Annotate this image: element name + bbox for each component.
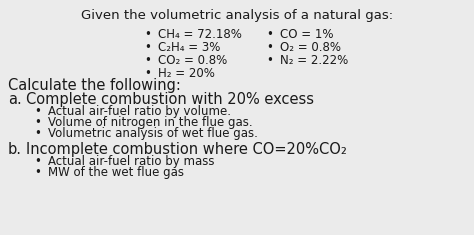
Text: a.: a.: [8, 92, 22, 107]
Text: •: •: [266, 28, 273, 41]
Text: Volumetric analysis of wet flue gas.: Volumetric analysis of wet flue gas.: [48, 127, 258, 140]
Text: •: •: [266, 41, 273, 54]
Text: •: •: [35, 127, 41, 140]
Text: •: •: [35, 155, 41, 168]
Text: Incomplete combustion where CO=20%CO₂: Incomplete combustion where CO=20%CO₂: [26, 142, 347, 157]
Text: CH₄ = 72.18%: CH₄ = 72.18%: [158, 28, 242, 41]
Text: Actual air-fuel ratio by mass: Actual air-fuel ratio by mass: [48, 155, 215, 168]
Text: •: •: [35, 166, 41, 179]
Text: •: •: [35, 105, 41, 118]
Text: •: •: [145, 28, 151, 41]
Text: •: •: [145, 41, 151, 54]
Text: N₂ = 2.22%: N₂ = 2.22%: [280, 54, 348, 67]
Text: Calculate the following:: Calculate the following:: [8, 78, 181, 93]
Text: Volume of nitrogen in the flue gas.: Volume of nitrogen in the flue gas.: [48, 116, 253, 129]
Text: CO₂ = 0.8%: CO₂ = 0.8%: [158, 54, 227, 67]
Text: O₂ = 0.8%: O₂ = 0.8%: [280, 41, 341, 54]
Text: Actual air-fuel ratio by volume.: Actual air-fuel ratio by volume.: [48, 105, 231, 118]
Text: b.: b.: [8, 142, 22, 157]
Text: •: •: [266, 54, 273, 67]
Text: Complete combustion with 20% excess: Complete combustion with 20% excess: [26, 92, 314, 107]
Text: C₂H₄ = 3%: C₂H₄ = 3%: [158, 41, 220, 54]
Text: •: •: [145, 54, 151, 67]
Text: CO = 1%: CO = 1%: [280, 28, 334, 41]
Text: H₂ = 20%: H₂ = 20%: [158, 67, 215, 80]
Text: Given the volumetric analysis of a natural gas:: Given the volumetric analysis of a natur…: [81, 9, 393, 22]
Text: MW of the wet flue gas: MW of the wet flue gas: [48, 166, 184, 179]
Text: •: •: [145, 67, 151, 80]
Text: •: •: [35, 116, 41, 129]
